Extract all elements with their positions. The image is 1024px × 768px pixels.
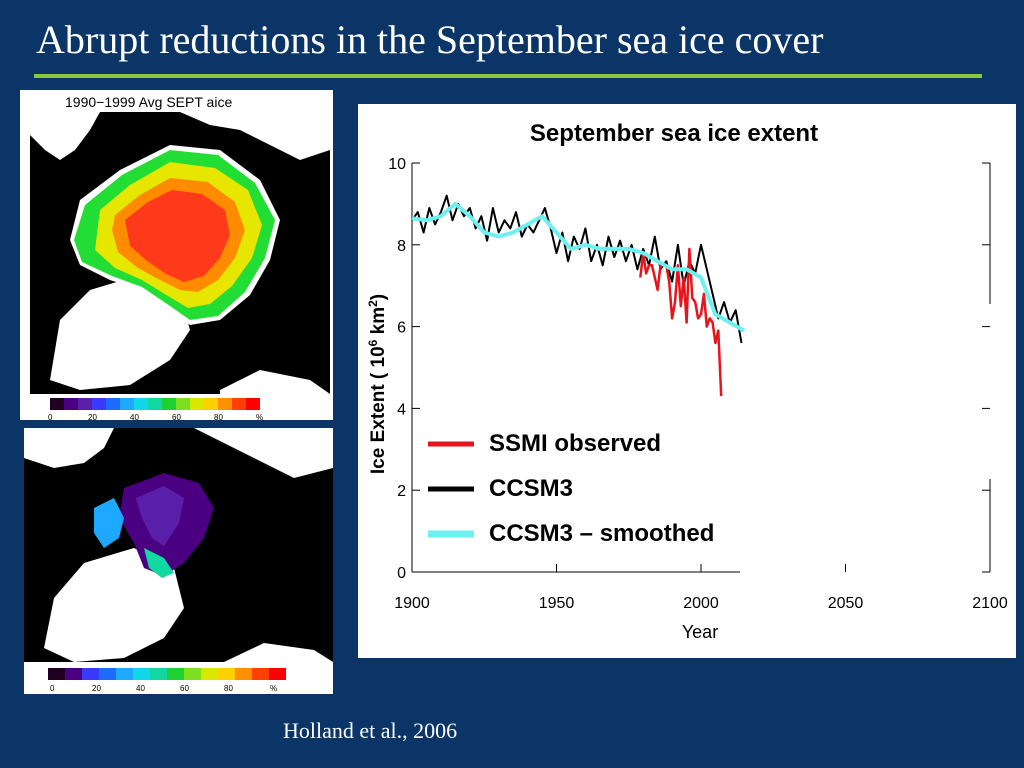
map-bottom-tick-40: 40 bbox=[136, 684, 145, 693]
map-top-tick-pct: % bbox=[256, 413, 263, 420]
map-top-tick-80: 80 bbox=[214, 413, 223, 420]
chart-title: September sea ice extent bbox=[530, 120, 818, 147]
map-bottom-colorbar bbox=[48, 668, 286, 680]
series-line-ccsm3 bbox=[411, 194, 743, 344]
legend-label-smoothed: CCSM3 – smoothed bbox=[489, 520, 714, 547]
map-top-tick-20: 20 bbox=[88, 413, 97, 420]
chart-svg: September sea ice extent 0 2 4 6 8 10 1900 1950… bbox=[366, 120, 1008, 642]
map-top-tick-0: 0 bbox=[48, 413, 53, 420]
map-bottom-tick-0: 0 bbox=[50, 684, 55, 693]
y-tick-label: 10 bbox=[388, 156, 406, 173]
chart-legend: SSMI observed CCSM3 CCSM3 – smoothed bbox=[428, 430, 714, 547]
arctic-map-1990s: 1990−1999 Avg SEPT aice bbox=[20, 90, 333, 420]
map-top-tick-60: 60 bbox=[172, 413, 181, 420]
chart-xlabel: Year bbox=[682, 622, 718, 642]
legend-label-observed: SSMI observed bbox=[489, 430, 661, 457]
map-top-tick-40: 40 bbox=[130, 413, 139, 420]
y-tick-label: 0 bbox=[397, 565, 406, 582]
map-bottom-tick-80: 80 bbox=[224, 684, 233, 693]
sea-ice-extent-chart: September sea ice extent 0 2 4 6 8 10 1900 1950… bbox=[358, 104, 1016, 658]
map-bottom-tick-20: 20 bbox=[92, 684, 101, 693]
x-tick-label: 1900 bbox=[394, 595, 430, 612]
chart-ylabel: Ice Extent ( 106 km2) bbox=[366, 294, 389, 474]
y-tick-label: 2 bbox=[397, 483, 406, 500]
map-bottom-tick-pct: % bbox=[270, 684, 277, 693]
legend-label-ccsm3: CCSM3 bbox=[489, 475, 573, 502]
y-tick-label: 8 bbox=[397, 238, 406, 255]
series-line-observed bbox=[639, 247, 723, 397]
map-top-colorbar bbox=[50, 398, 260, 410]
y-tick-label: 6 bbox=[397, 320, 406, 337]
citation: Holland et al., 2006 bbox=[283, 718, 458, 743]
map-bottom-tick-60: 60 bbox=[180, 684, 189, 693]
x-tick-label: 2050 bbox=[828, 595, 864, 612]
x-tick-label: 2100 bbox=[972, 595, 1008, 612]
title-underline bbox=[34, 74, 982, 78]
arctic-map-future: 0 20 40 60 80 % bbox=[24, 428, 333, 694]
slide-title: Abrupt reductions in the September sea i… bbox=[36, 17, 824, 62]
series-line-smoothed bbox=[411, 201, 746, 333]
x-tick-label: 1950 bbox=[539, 595, 575, 612]
y-tick-label: 4 bbox=[397, 401, 406, 418]
map-top-label: 1990−1999 Avg SEPT aice bbox=[65, 94, 232, 110]
x-tick-label: 2000 bbox=[683, 595, 719, 612]
